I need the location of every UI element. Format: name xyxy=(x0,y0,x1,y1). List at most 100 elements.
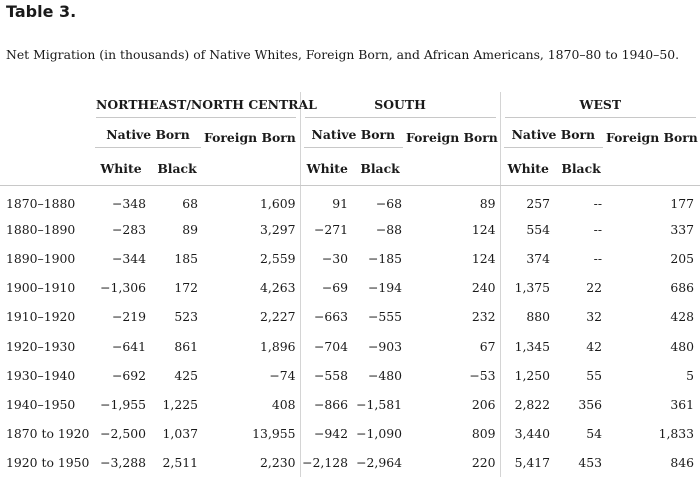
native-born-header: Native Born xyxy=(499,122,607,152)
table-cell: −68 xyxy=(375,195,403,211)
table-cell: −88 xyxy=(375,221,403,237)
table-cell: 356 xyxy=(578,396,603,412)
table-cell: −1,090 xyxy=(356,426,403,442)
region-header-northeast: NORTHEAST/NORTH CENTRAL xyxy=(92,92,317,122)
table-row: 1910–1920 −219 523 2,227 −663 −555 232 880 32 428 xyxy=(0,302,700,332)
table-cell: 2,822 xyxy=(499,389,557,419)
table-row: 1880–1890 −283 89 3,297 −271 −88 124 554 -- 337 xyxy=(0,214,700,244)
table-caption: Net Migration (in thousands) of Native W… xyxy=(6,47,680,62)
table-cell: −53 xyxy=(469,367,496,383)
table-cell: 177 xyxy=(670,195,695,211)
table-row: 1920 to 1950 −3,288 2,511 2,230 −2,128 −2,964… xyxy=(0,448,700,477)
table-cell: 205 xyxy=(670,250,695,266)
table-cell: 453 xyxy=(578,455,603,471)
table-cell: -- xyxy=(593,195,603,211)
table-cell: 425 xyxy=(174,367,198,383)
table-cell: 22 xyxy=(586,280,603,296)
foreign-born-header: Foreign Born xyxy=(606,129,698,145)
row-period: 1910–1920 xyxy=(6,309,76,325)
table-cell: 1,833 xyxy=(658,426,695,442)
table-cell: −283 xyxy=(111,221,146,237)
table-cell: −1,306 xyxy=(100,280,146,296)
region-header-south: SOUTH xyxy=(299,92,501,122)
table-cell: −903 xyxy=(367,338,403,354)
table-row: 1870–1880 −348 68 1,609 91 −68 89 257 -- 177 xyxy=(0,185,700,215)
table-cell: −30 xyxy=(299,243,355,274)
table-cell: 4,263 xyxy=(260,280,296,296)
table-cell: −3,288 xyxy=(100,455,146,471)
table-cell: 1,375 xyxy=(499,273,557,303)
table-cell: 13,955 xyxy=(252,426,296,442)
table-cell: 32 xyxy=(586,309,603,325)
table-cell: 809 xyxy=(471,426,496,442)
table-cell: −1,581 xyxy=(356,396,403,412)
corner-header xyxy=(0,92,92,122)
table-cell: 91 xyxy=(299,185,355,215)
table-cell: −1,955 xyxy=(100,396,146,412)
table-cell: −2,128 xyxy=(299,448,355,477)
region-header-west: WEST xyxy=(499,92,700,122)
table-cell: 124 xyxy=(471,250,496,266)
table-cell: −271 xyxy=(299,214,355,244)
table-cell: −704 xyxy=(299,331,355,361)
white-header: White xyxy=(92,152,150,186)
migration-table: NORTHEAST/NORTH CENTRAL SOUTH WEST Nativ… xyxy=(0,92,700,477)
table-title: Table 3. xyxy=(6,2,77,21)
table-cell: 2,230 xyxy=(260,455,296,471)
black-header: Black xyxy=(354,152,407,186)
table-cell: −692 xyxy=(111,367,146,383)
table-cell: 1,896 xyxy=(260,338,296,354)
table-cell: 3,297 xyxy=(260,221,296,237)
row-period: 1880–1890 xyxy=(6,221,76,237)
white-header: White xyxy=(299,152,355,186)
table-cell: 257 xyxy=(499,185,557,215)
native-born-header: Native Born xyxy=(92,122,204,152)
table-cell: 54 xyxy=(586,426,603,442)
table-cell: 480 xyxy=(670,338,695,354)
table-cell: −558 xyxy=(299,360,355,390)
table-cell: −555 xyxy=(367,309,403,325)
table-cell: 523 xyxy=(174,309,198,325)
row-period: 1890–1900 xyxy=(6,250,76,266)
table-cell: 89 xyxy=(182,221,198,237)
table-cell: 428 xyxy=(670,309,695,325)
table-cell: 2,559 xyxy=(260,250,296,266)
table-row: 1890–1900 −344 185 2,559 −30 −185 124 374 -- 205 xyxy=(0,243,700,274)
row-period: 1900–1910 xyxy=(6,280,76,296)
black-header: Black xyxy=(556,152,607,186)
table-cell: 1,037 xyxy=(162,426,198,442)
table-cell: 2,511 xyxy=(162,455,198,471)
table-cell: 89 xyxy=(479,195,496,211)
row-period: 1920–1930 xyxy=(6,338,76,354)
row-period: 1940–1950 xyxy=(6,396,76,412)
table-cell: 1,609 xyxy=(260,195,296,211)
white-header: White xyxy=(499,152,557,186)
table-body: 1870–1880 −348 68 1,609 91 −68 89 257 -- 177 1880–… xyxy=(0,185,700,477)
table-row: 1870 to 1920 −2,500 1,037 13,955 −942 −1,090 8… xyxy=(0,419,700,449)
table-cell: 880 xyxy=(499,302,557,332)
table-cell: 1,250 xyxy=(499,360,557,390)
table-cell: 240 xyxy=(471,280,496,296)
table-cell: 846 xyxy=(670,455,695,471)
table-cell: 55 xyxy=(586,367,603,383)
table-cell: 172 xyxy=(174,280,198,296)
table-row: 1940–1950 −1,955 1,225 408 −866 −1,581 206 2,82… xyxy=(0,389,700,419)
table-cell: −2,964 xyxy=(356,455,403,471)
table-row: 1900–1910 −1,306 172 4,263 −69 −194 240 1,375 22… xyxy=(0,273,700,303)
table-cell: −866 xyxy=(299,389,355,419)
row-period: 1930–1940 xyxy=(6,367,76,383)
table-cell: 2,227 xyxy=(260,309,296,325)
table-cell: −663 xyxy=(299,302,355,332)
table-cell: 1,225 xyxy=(162,396,198,412)
table-cell: 67 xyxy=(479,338,496,354)
table-cell: 361 xyxy=(670,396,695,412)
table-cell: 42 xyxy=(586,338,603,354)
table-cell: 206 xyxy=(471,396,496,412)
row-period: 1870–1880 xyxy=(6,195,76,211)
table-cell: −348 xyxy=(111,195,146,211)
table-cell: −641 xyxy=(111,338,146,354)
table-cell: 68 xyxy=(182,195,198,211)
table-cell: −69 xyxy=(299,273,355,303)
table-cell: 337 xyxy=(670,221,695,237)
table-cell: −185 xyxy=(367,250,403,266)
